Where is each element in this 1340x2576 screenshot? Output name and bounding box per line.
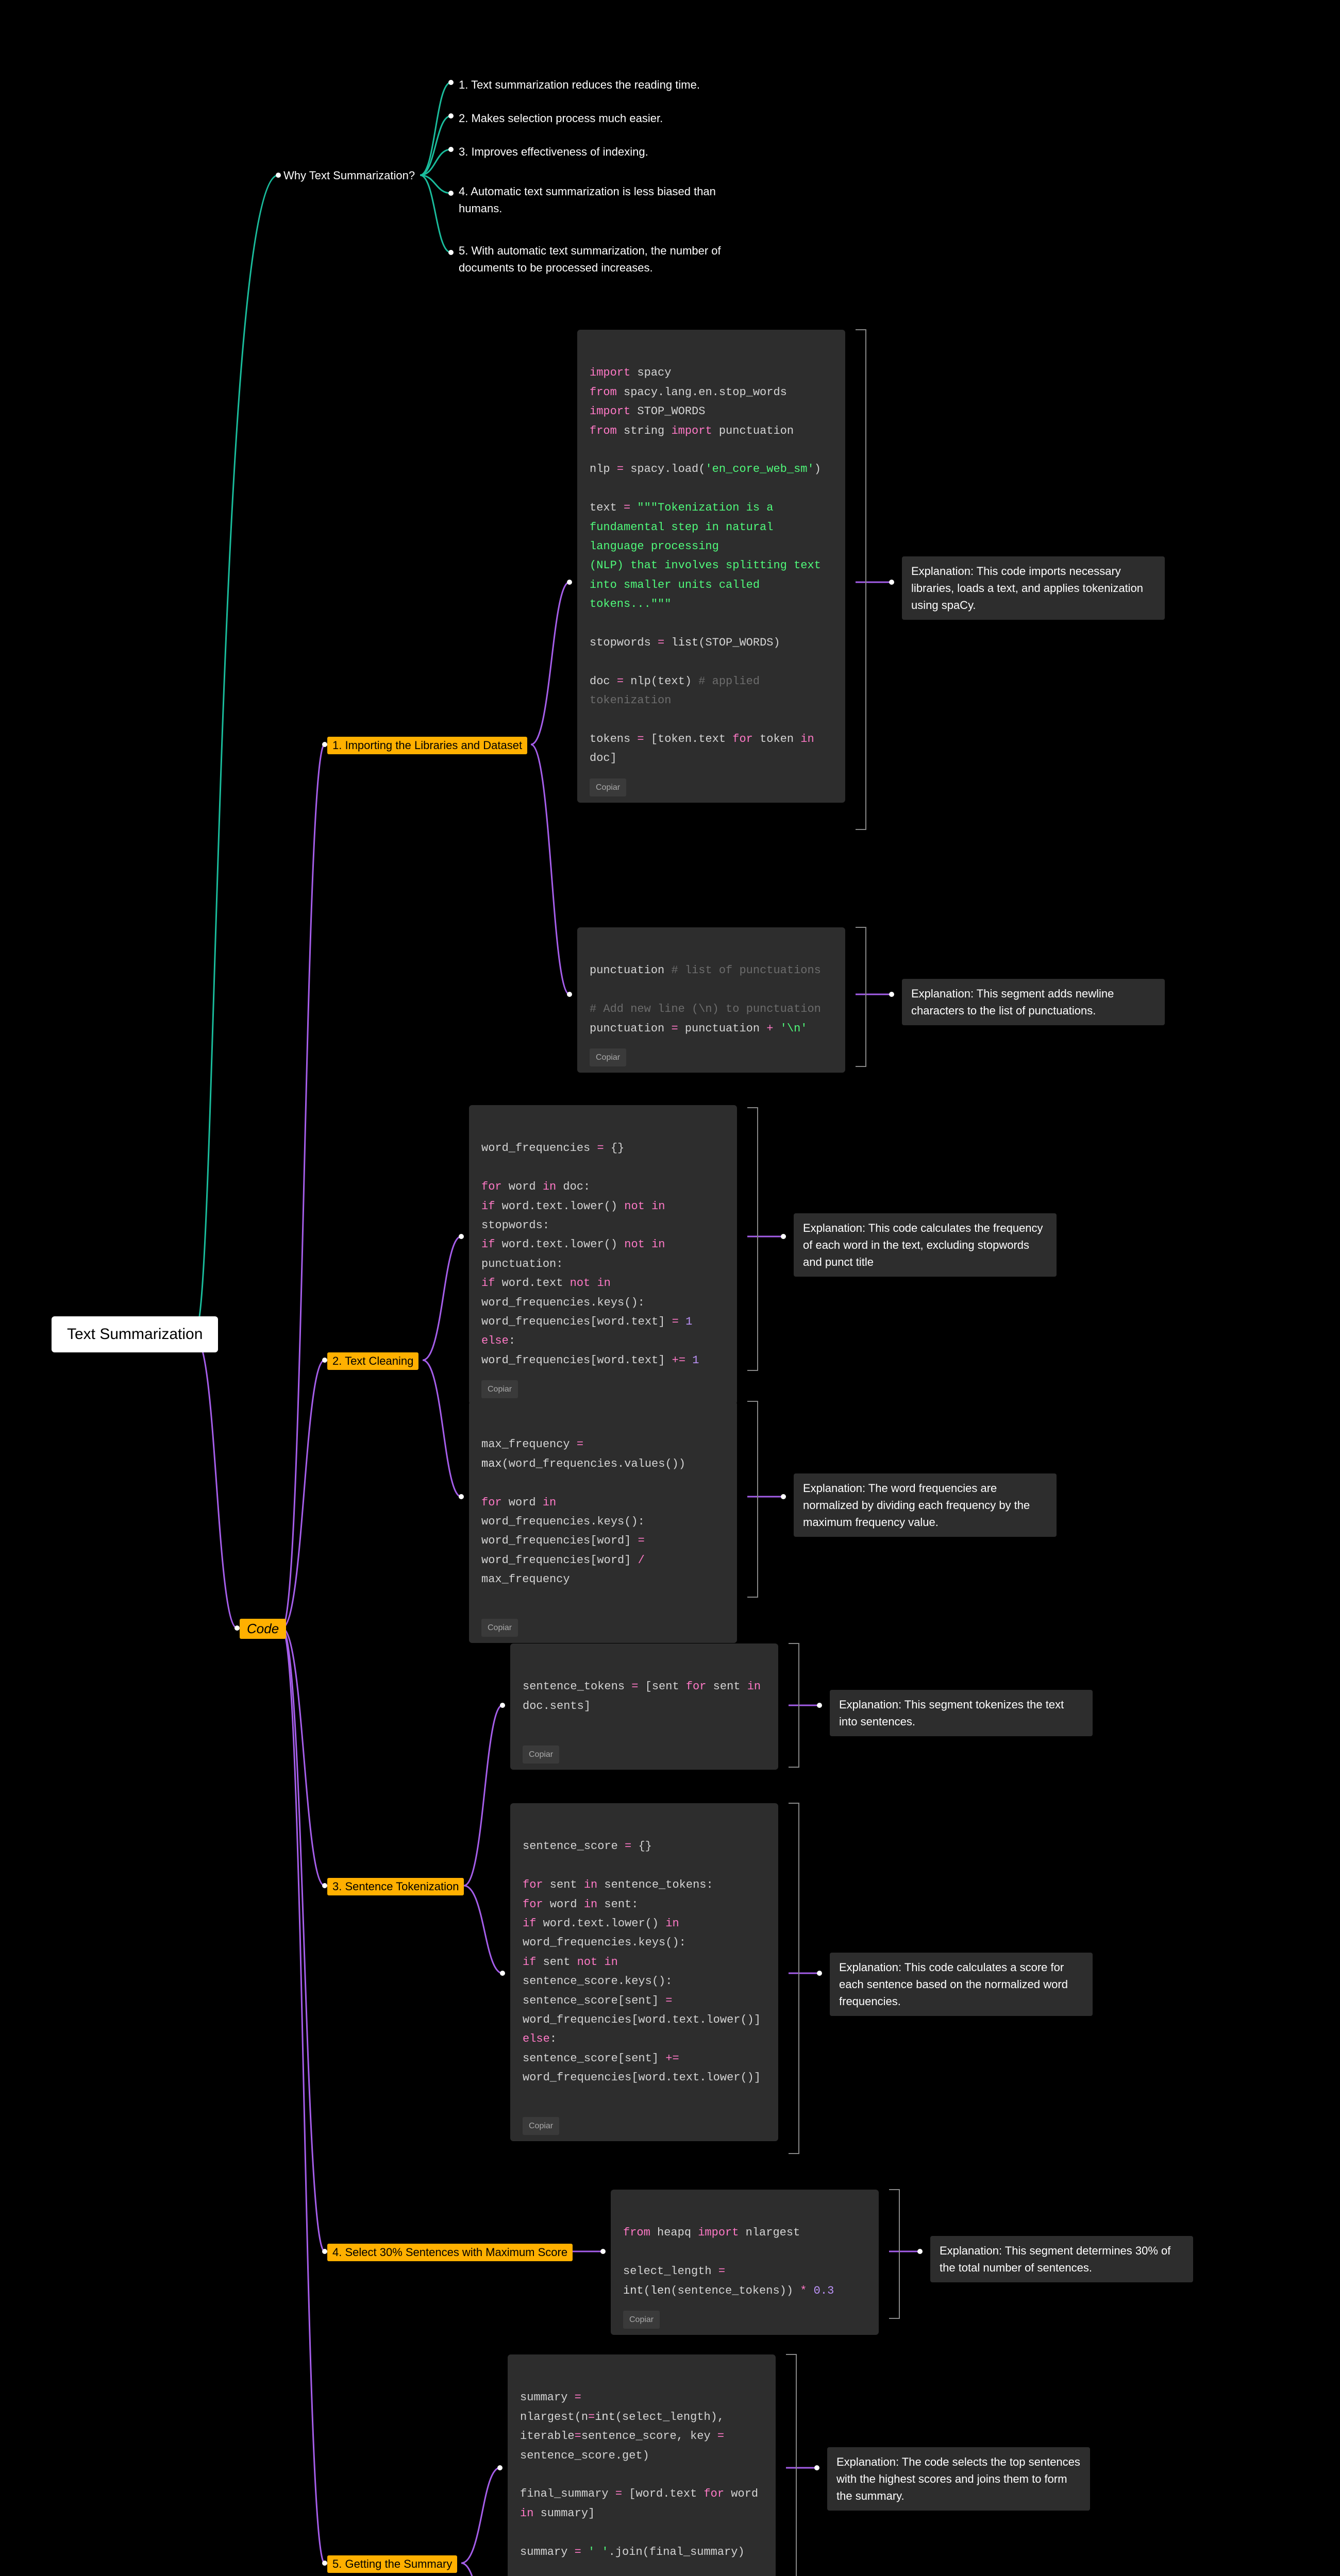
code-block-2b: max_frequency = max(word_frequencies.val… [469, 1401, 737, 1643]
explanation-5a: Explanation: The code selects the top se… [827, 2447, 1090, 2511]
why-item-3: 3. Improves effectiveness of indexing. [459, 143, 648, 160]
code-block-1b: punctuation # list of punctuations # Add… [577, 927, 845, 1073]
code-block-1a: import spacy from spacy.lang.en.stop_wor… [577, 330, 845, 803]
root-label: Text Summarization [67, 1326, 203, 1343]
code-block-3a: sentence_tokens = [sent for sent in doc.… [510, 1643, 778, 1770]
root-node[interactable]: Text Summarization [52, 1316, 218, 1352]
explanation-1b: Explanation: This segment adds newline c… [902, 979, 1165, 1025]
why-item-4: 4. Automatic text summarization is less … [459, 183, 727, 217]
explanation-3a: Explanation: This segment tokenizes the … [830, 1690, 1093, 1736]
step-4-label[interactable]: 4. Select 30% Sentences with Maximum Sco… [327, 2244, 573, 2261]
explanation-2b: Explanation: The word frequencies are no… [794, 1473, 1057, 1537]
explanation-3b: Explanation: This code calculates a scor… [830, 1953, 1093, 2016]
why-item-5: 5. With automatic text summarization, th… [459, 242, 747, 276]
why-item-1: 1. Text summarization reduces the readin… [459, 76, 700, 93]
explanation-4: Explanation: This segment determines 30%… [930, 2236, 1193, 2282]
copy-button[interactable]: Copiar [590, 1048, 626, 1066]
code-block-5a: summary = nlargest(n=int(select_length),… [508, 2354, 776, 2576]
step-5-label[interactable]: 5. Getting the Summary [327, 2555, 457, 2573]
branch-code[interactable]: Code [240, 1619, 286, 1639]
why-item-2: 2. Makes selection process much easier. [459, 110, 663, 127]
copy-button[interactable]: Copiar [481, 1619, 518, 1637]
copy-button[interactable]: Copiar [623, 2311, 660, 2329]
copy-button[interactable]: Copiar [523, 1745, 559, 1764]
copy-button[interactable]: Copiar [523, 2117, 559, 2135]
explanation-1a: Explanation: This code imports necessary… [902, 556, 1165, 620]
explanation-2a: Explanation: This code calculates the fr… [794, 1213, 1057, 1277]
step-2-label[interactable]: 2. Text Cleaning [327, 1352, 418, 1370]
copy-button[interactable]: Copiar [590, 778, 626, 796]
code-block-3b: sentence_score = {} for sent in sentence… [510, 1803, 778, 2141]
code-block-4: from heapq import nlargest select_length… [611, 2190, 879, 2335]
step-1-label[interactable]: 1. Importing the Libraries and Dataset [327, 737, 527, 754]
step-3-label[interactable]: 3. Sentence Tokenization [327, 1878, 464, 1895]
code-block-2a: word_frequencies = {} for word in doc: i… [469, 1105, 737, 1404]
branch-why[interactable]: Why Text Summarization? [283, 169, 415, 182]
copy-button[interactable]: Copiar [481, 1380, 518, 1398]
